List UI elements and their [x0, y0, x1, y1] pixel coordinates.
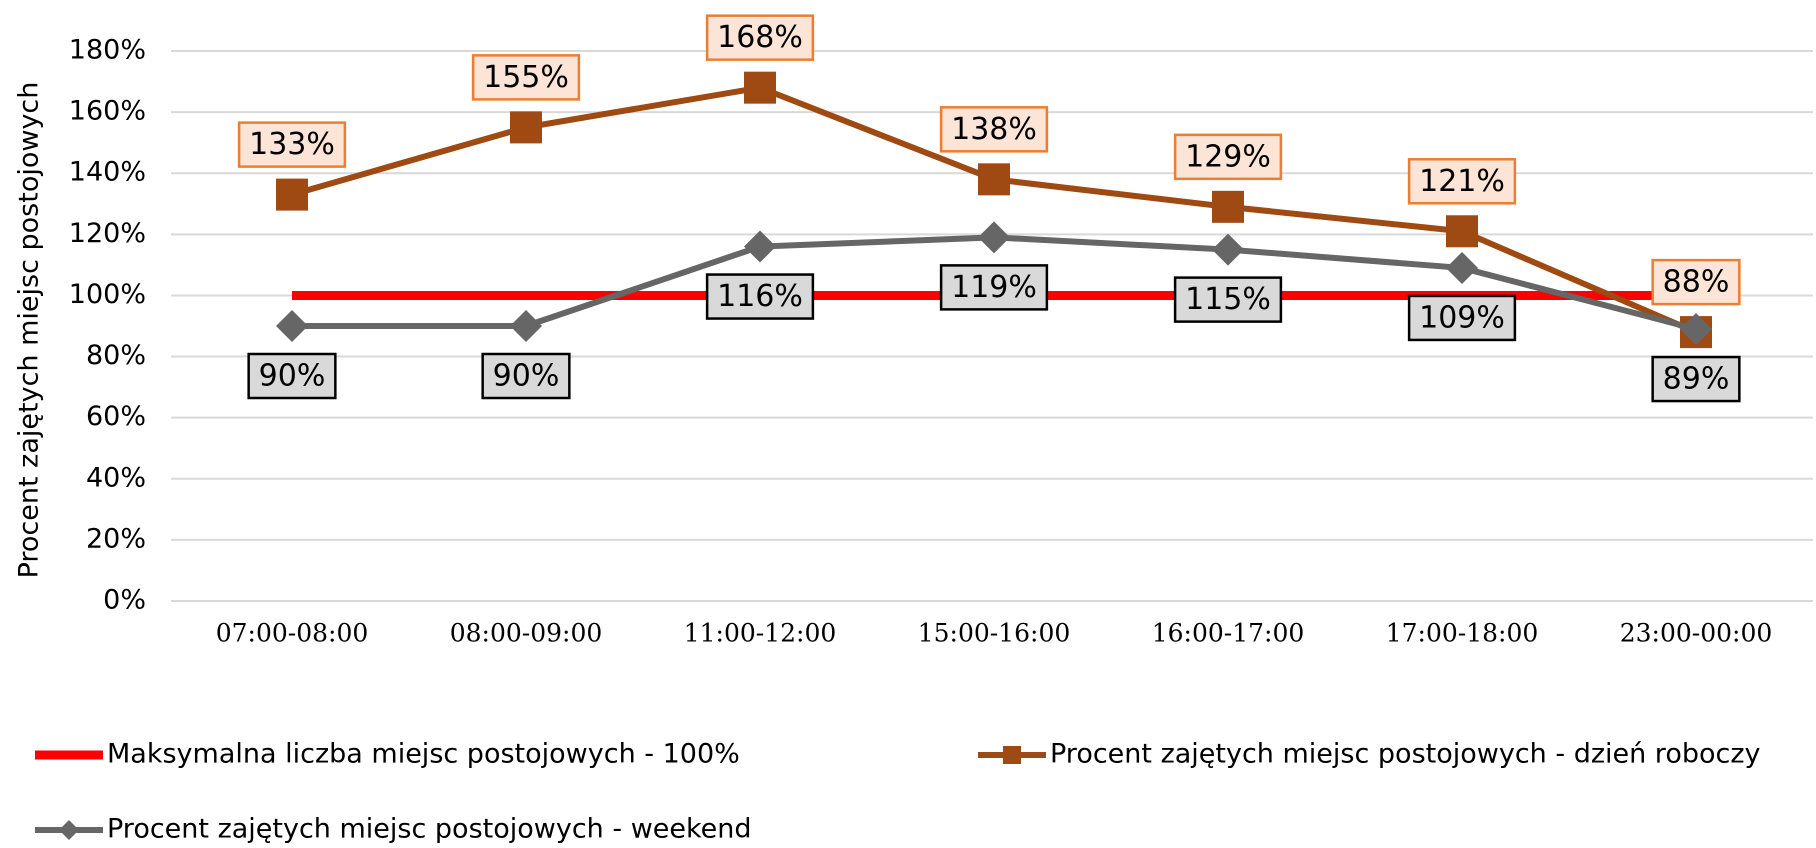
y-tick-label: 180% — [69, 35, 146, 66]
data-label: 168% — [717, 20, 803, 55]
x-tick-label: 16:00-17:00 — [1152, 619, 1305, 648]
marker — [1446, 215, 1478, 248]
x-tick-label: 15:00-16:00 — [918, 619, 1071, 648]
data-label: 90% — [259, 359, 326, 394]
data-label: 116% — [717, 279, 803, 314]
x-tick-label: 07:00-08:00 — [216, 619, 369, 648]
data-label: 109% — [1419, 300, 1505, 335]
marker — [744, 71, 776, 104]
marker — [978, 163, 1010, 196]
data-label-box — [1407, 294, 1517, 342]
data-label: 89% — [1663, 362, 1730, 397]
data-label: 138% — [951, 112, 1037, 147]
legend-label: Procent zajętych miejsc postojowych - dz… — [1050, 739, 1761, 770]
data-label: 121% — [1419, 164, 1505, 199]
data-label: 119% — [951, 270, 1037, 305]
marker — [978, 221, 1010, 254]
y-tick-label: 120% — [69, 218, 146, 249]
marker — [744, 230, 776, 263]
marker — [276, 178, 308, 211]
y-tick-label: 140% — [69, 157, 146, 188]
data-label: 90% — [493, 359, 560, 394]
data-label-box — [481, 352, 571, 400]
y-tick-label: 80% — [86, 340, 146, 371]
marker — [1680, 313, 1712, 346]
marker — [510, 111, 542, 144]
marker — [1212, 233, 1244, 266]
x-tick-label: 17:00-18:00 — [1386, 619, 1539, 648]
marker — [1212, 190, 1244, 223]
y-tick-label: 0% — [103, 585, 146, 616]
y-tick-label: 20% — [86, 523, 146, 554]
data-label-box — [471, 54, 581, 101]
marker — [276, 310, 308, 342]
x-tick-label: 08:00-09:00 — [450, 619, 603, 648]
data-label-box — [939, 264, 1049, 311]
data-label-box — [1407, 158, 1517, 205]
data-label-box — [247, 352, 337, 400]
legend-label: Procent zajętych miejsc postojowych - we… — [107, 814, 752, 845]
data-label-box — [237, 121, 347, 168]
y-tick-label: 40% — [86, 462, 146, 493]
marker — [1446, 251, 1478, 284]
legend-label: Maksymalna liczba miejsc postojowych - 1… — [107, 739, 740, 770]
data-label-box — [705, 14, 815, 61]
data-label: 88% — [1663, 265, 1730, 300]
data-label: 129% — [1185, 139, 1271, 174]
y-tick-label: 60% — [86, 401, 146, 432]
y-tick-label: 160% — [69, 96, 146, 127]
data-label: 155% — [483, 60, 569, 95]
data-label-box — [1651, 258, 1741, 306]
data-label-box — [1173, 276, 1283, 323]
data-label-box — [705, 273, 815, 320]
marker — [510, 310, 542, 342]
y-axis-title: Procent zajętych miejsc postojowych — [14, 82, 45, 579]
legend-marker — [1003, 746, 1021, 764]
data-label-box — [939, 106, 1049, 153]
data-label: 133% — [249, 127, 335, 162]
data-label: 115% — [1185, 282, 1271, 317]
y-tick-label: 100% — [69, 279, 146, 310]
x-tick-label: 23:00-00:00 — [1620, 619, 1773, 648]
data-label-box — [1173, 133, 1283, 181]
x-tick-label: 11:00-12:00 — [684, 619, 837, 648]
legend-marker — [59, 820, 79, 840]
data-label-box — [1651, 355, 1741, 403]
